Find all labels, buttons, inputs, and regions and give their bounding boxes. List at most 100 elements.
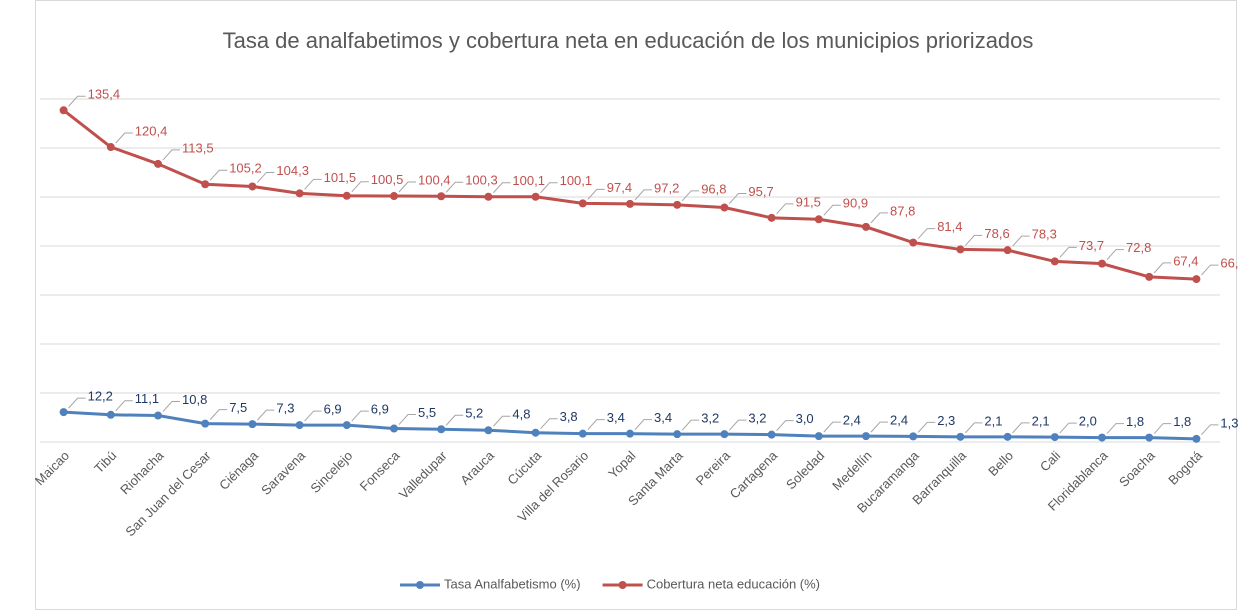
data-label: 97,4 <box>607 180 632 195</box>
data-point <box>814 432 823 441</box>
data-point <box>909 432 918 441</box>
data-point <box>1003 432 1012 441</box>
chart-frame <box>35 0 1237 610</box>
leader-line <box>1153 262 1172 274</box>
leader-line <box>634 189 652 201</box>
data-label: 96,8 <box>701 181 726 196</box>
leader-line <box>68 397 86 409</box>
data-label: 105,2 <box>229 161 262 176</box>
leader-line <box>729 419 747 431</box>
leader-line <box>776 420 794 431</box>
leader-line <box>1106 423 1124 434</box>
leader-line <box>398 181 416 193</box>
data-label: 1,8 <box>1126 414 1144 429</box>
data-label: 3,4 <box>654 410 672 425</box>
data-label: 135,4 <box>88 87 121 102</box>
data-point <box>342 191 351 200</box>
leader-line <box>209 409 228 420</box>
legend-label: Cobertura neta educación (%) <box>647 576 820 591</box>
leader-line <box>1106 249 1124 260</box>
leader-line <box>870 421 888 433</box>
data-point <box>814 215 823 224</box>
data-point <box>1050 433 1059 442</box>
leader-line <box>917 228 936 239</box>
data-point <box>1003 246 1012 255</box>
legend-marker <box>618 581 627 589</box>
data-point <box>956 432 965 441</box>
leader-line <box>304 410 322 422</box>
data-label: 72,8 <box>1126 240 1151 255</box>
leader-line <box>493 182 511 194</box>
data-point <box>248 182 257 191</box>
data-label: 3,0 <box>796 411 814 426</box>
data-point <box>295 189 304 198</box>
data-label: 95,7 <box>748 184 773 199</box>
data-point <box>390 192 398 201</box>
leader-line <box>493 415 511 427</box>
leader-line <box>351 181 369 193</box>
data-point <box>1098 433 1106 442</box>
data-point <box>484 192 493 201</box>
data-point <box>59 106 68 115</box>
data-label: 67,4 <box>1173 253 1198 268</box>
data-label: 120,4 <box>135 123 168 138</box>
chart-title: Tasa de analfabetimos y cobertura neta e… <box>223 28 1034 53</box>
data-point <box>531 192 540 201</box>
leader-line <box>965 234 983 246</box>
data-label: 3,2 <box>748 411 766 426</box>
data-point <box>578 199 587 208</box>
data-point <box>437 425 446 434</box>
leader-line <box>162 149 180 161</box>
data-label: 78,6 <box>984 226 1009 241</box>
data-label: 2,1 <box>984 413 1002 428</box>
data-point <box>956 245 965 254</box>
data-point <box>1192 275 1201 284</box>
data-label: 100,5 <box>371 172 404 187</box>
leader-line <box>1059 246 1077 258</box>
data-point <box>720 430 729 439</box>
data-label: 87,8 <box>890 203 915 218</box>
leader-line <box>587 188 605 200</box>
leader-line <box>1153 423 1172 434</box>
leader-line <box>1012 422 1030 434</box>
data-label: 66,5 <box>1220 256 1238 271</box>
leader-line <box>1012 235 1030 247</box>
data-point <box>626 199 634 208</box>
leader-line <box>398 414 416 425</box>
leader-line <box>917 421 936 433</box>
leader-line <box>587 419 605 431</box>
leader-line <box>776 203 794 215</box>
data-point <box>1050 257 1059 266</box>
data-label: 1,3 <box>1220 415 1238 430</box>
data-point <box>626 429 634 438</box>
data-point <box>59 408 68 417</box>
leader-line <box>445 414 464 426</box>
leader-line <box>1201 264 1219 276</box>
leader-line <box>965 422 983 434</box>
data-label: 100,1 <box>512 173 545 188</box>
leader-line <box>823 204 841 216</box>
data-point <box>767 213 776 222</box>
data-point <box>1098 259 1106 268</box>
leader-line <box>1201 424 1219 436</box>
data-label: 5,5 <box>418 405 436 420</box>
data-point <box>673 430 682 439</box>
legend-marker <box>416 581 424 589</box>
data-point <box>154 411 162 420</box>
data-label: 2,4 <box>890 413 908 428</box>
data-point <box>248 420 257 429</box>
data-label: 10,8 <box>182 392 207 407</box>
data-label: 100,4 <box>418 172 451 187</box>
leader-line <box>115 400 133 412</box>
leader-line <box>634 419 652 431</box>
data-label: 11,1 <box>135 391 159 406</box>
leader-line <box>681 419 700 431</box>
data-label: 78,3 <box>1032 227 1057 242</box>
data-point <box>862 432 870 441</box>
leader-line <box>870 212 888 224</box>
leader-line <box>115 132 133 144</box>
data-point <box>578 429 587 438</box>
leader-line <box>351 410 369 422</box>
data-point <box>1145 433 1154 442</box>
data-label: 6,9 <box>324 402 342 417</box>
